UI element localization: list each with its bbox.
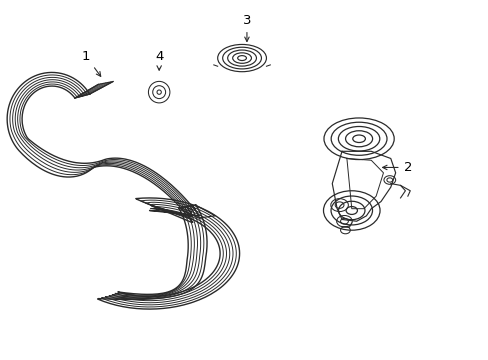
Text: 1: 1 (81, 50, 101, 76)
Text: 4: 4 (155, 50, 163, 70)
Text: 3: 3 (242, 14, 251, 41)
Text: 2: 2 (382, 161, 411, 174)
